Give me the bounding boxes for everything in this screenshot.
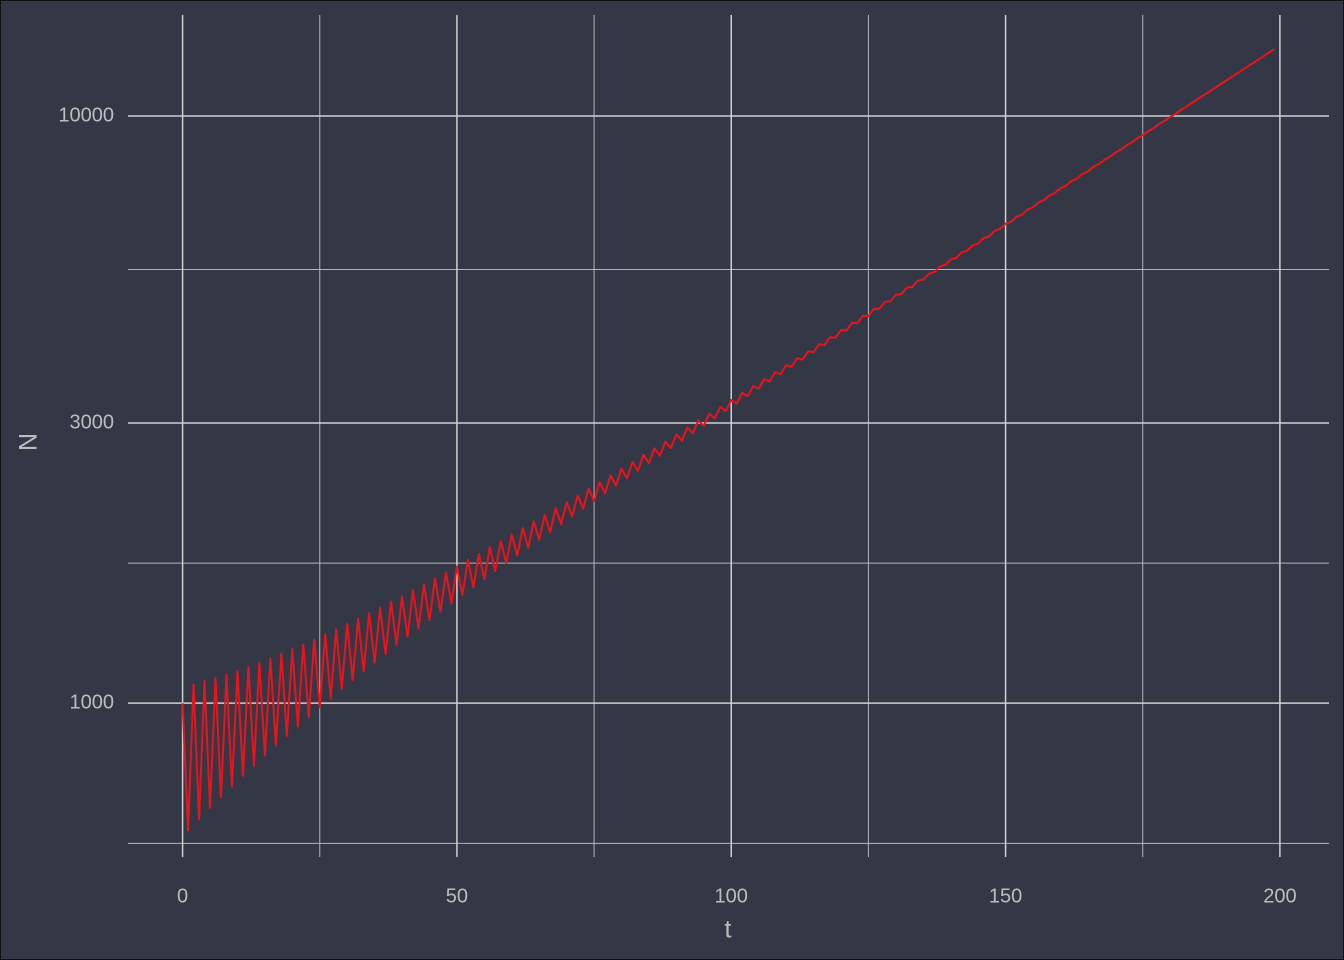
x-axis-title: t — [725, 916, 732, 944]
y-tick-label: 1000 — [70, 691, 115, 713]
grid — [128, 15, 1329, 857]
data-line — [181, 48, 1275, 832]
y-axis-title: N — [15, 433, 43, 451]
x-tick-label: 200 — [1263, 885, 1296, 907]
y-tick-label: 10000 — [58, 104, 114, 126]
marks — [181, 48, 1275, 832]
x-tick-label: 150 — [989, 885, 1022, 907]
x-tick-label: 50 — [446, 885, 468, 907]
x-tick-label: 100 — [715, 885, 748, 907]
y-tick-label: 3000 — [70, 411, 115, 433]
x-tick-label: 0 — [177, 885, 188, 907]
